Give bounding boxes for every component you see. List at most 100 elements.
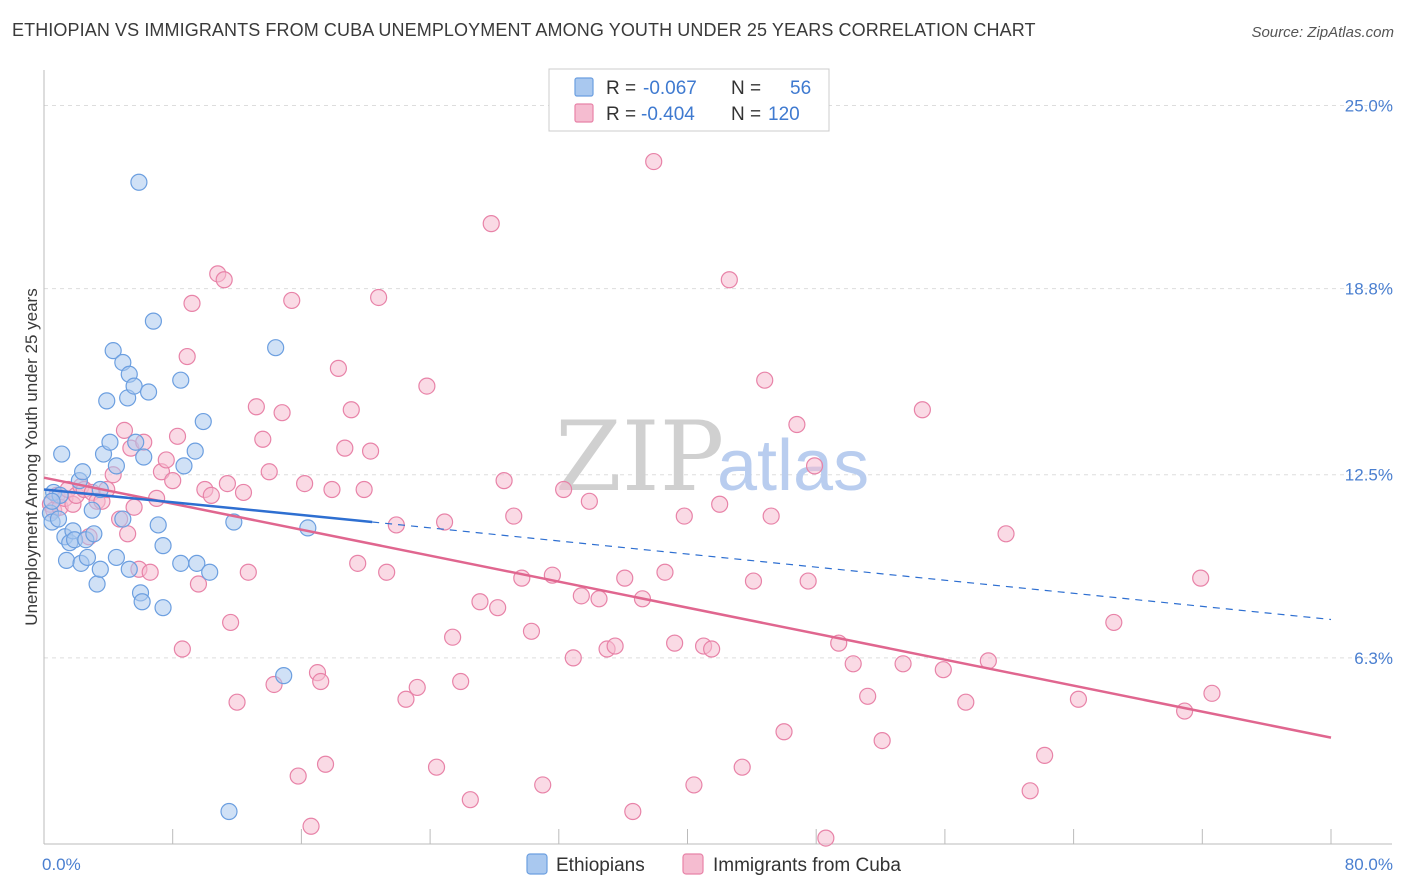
series-ethiopians — [41, 173, 317, 821]
data-point — [505, 507, 523, 525]
data-point — [720, 271, 738, 289]
data-point — [1192, 569, 1210, 587]
data-point — [859, 687, 877, 705]
data-point — [817, 829, 835, 847]
data-point — [247, 398, 265, 416]
data-point — [435, 513, 454, 531]
data-point — [49, 510, 68, 528]
x-tick-label: 80.0% — [1345, 855, 1393, 874]
data-point — [133, 593, 151, 611]
data-point — [175, 457, 193, 475]
data-point — [873, 732, 891, 750]
data-point — [1203, 684, 1221, 702]
data-point — [316, 755, 335, 773]
trend-line-ethiopians-extension — [372, 521, 1332, 621]
data-point — [172, 554, 190, 572]
x-axis-ticks — [43, 829, 1332, 844]
data-point — [127, 433, 145, 451]
data-point — [119, 525, 137, 543]
data-point — [101, 433, 119, 451]
data-point — [703, 640, 721, 658]
data-point — [444, 628, 462, 646]
data-point — [1036, 746, 1054, 764]
data-point — [733, 758, 751, 776]
legend-box — [548, 68, 830, 132]
data-point — [157, 451, 175, 469]
data-point — [130, 173, 148, 191]
data-point — [572, 587, 590, 605]
data-point — [222, 613, 240, 632]
data-point — [1176, 702, 1194, 720]
data-point — [83, 501, 101, 519]
chart-source: Source: ZipAtlas.com — [1251, 24, 1394, 41]
data-point — [289, 767, 307, 785]
data-point — [104, 342, 122, 360]
data-point — [154, 599, 172, 617]
data-point — [957, 693, 975, 711]
data-point — [296, 474, 314, 493]
legend-swatch-immigrants-from-cuba — [682, 853, 704, 875]
data-point — [482, 215, 500, 233]
y-tick-label: 18.8% — [1345, 280, 1393, 299]
data-point — [361, 442, 380, 460]
data-point — [378, 563, 396, 581]
data-point — [452, 672, 470, 691]
data-point — [656, 563, 674, 581]
data-point — [91, 560, 109, 578]
data-point — [534, 776, 552, 794]
data-point — [370, 288, 388, 307]
data-point — [267, 339, 285, 357]
data-point — [336, 439, 354, 457]
legend-label-ethiopians: Ethiopians — [556, 855, 645, 876]
data-point — [913, 401, 931, 419]
data-point — [239, 563, 257, 581]
data-point — [178, 347, 196, 366]
data-point — [489, 599, 507, 617]
data-point — [168, 427, 187, 445]
data-point — [194, 412, 212, 431]
data-point — [427, 758, 446, 776]
data-point — [201, 563, 219, 581]
data-point — [57, 551, 76, 569]
data-point — [215, 271, 233, 289]
data-point — [461, 791, 479, 809]
legend-r-value: -0.067 — [643, 78, 697, 99]
data-point — [188, 554, 206, 572]
data-point — [775, 723, 793, 741]
data-point — [299, 519, 317, 537]
y-tick-labels: 6.3% 12.5% 18.8% 25.0% — [1345, 96, 1393, 667]
data-point — [154, 537, 172, 555]
data-point — [418, 377, 436, 395]
data-point — [934, 661, 952, 679]
data-point — [606, 637, 624, 655]
correlation-legend: R = -0.067 N = 56 R = -0.404 N = 120 — [548, 68, 830, 132]
series-immigrants-from-cuba — [41, 152, 1221, 847]
data-point — [471, 593, 489, 611]
data-point — [675, 507, 693, 525]
data-point — [580, 492, 598, 510]
data-point — [53, 445, 71, 463]
trend-lines — [43, 476, 1332, 739]
data-point — [220, 802, 238, 821]
trend-line-ethiopians — [43, 488, 373, 524]
data-point — [186, 442, 204, 460]
data-point — [78, 548, 97, 567]
data-point — [799, 572, 817, 590]
series-legend: Ethiopians Immigrants from Cuba — [526, 853, 901, 876]
legend-n-value: 56 — [790, 78, 811, 99]
data-point — [107, 548, 125, 567]
data-point — [762, 507, 780, 525]
data-point — [114, 510, 132, 528]
legend-r-label: R = — [606, 104, 636, 125]
data-point — [894, 655, 912, 673]
data-point — [302, 817, 320, 835]
data-point — [234, 483, 253, 502]
data-point — [788, 415, 806, 434]
y-tick-label: 6.3% — [1354, 649, 1393, 668]
data-point — [74, 463, 92, 481]
data-point — [183, 294, 201, 312]
data-point — [135, 448, 153, 466]
data-point — [115, 421, 134, 440]
data-point — [164, 472, 182, 490]
